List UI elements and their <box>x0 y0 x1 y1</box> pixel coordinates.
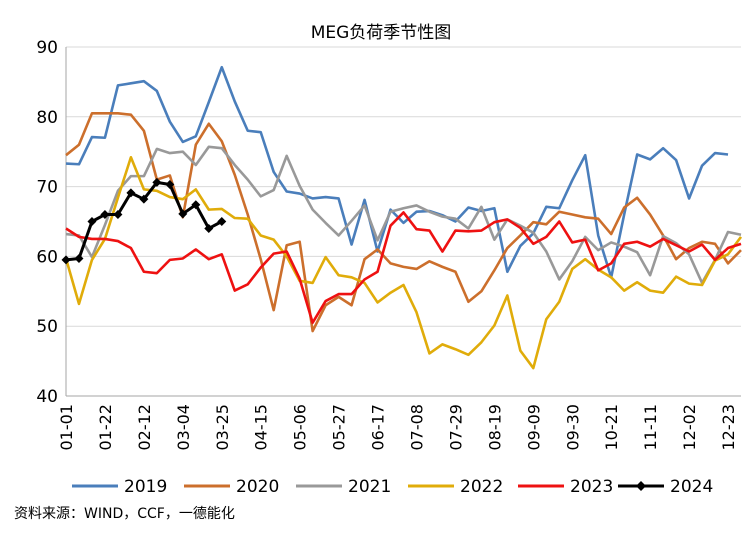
legend: 2019 2020 2021 2022 2023 2024 <box>72 477 713 497</box>
y-tick-label: 60 <box>36 247 58 267</box>
gridlines <box>66 46 741 327</box>
x-tick-label: 12-23 <box>719 404 738 451</box>
y-tick-label: 50 <box>36 317 58 337</box>
legend-label: 2024 <box>670 477 713 497</box>
legend-label: 2020 <box>236 477 279 497</box>
x-tick-label: 09-30 <box>563 404 582 451</box>
x-axis-tick-labels: 01-01 01-22 02-12 03-04 03-25 04-15 05-06 05-27… <box>57 404 738 451</box>
data-point-2024 <box>61 255 71 265</box>
series-line-2021 <box>65 145 742 285</box>
x-tick-label: 05-27 <box>330 404 349 451</box>
x-tick-label: 03-25 <box>213 404 232 451</box>
data-point-2024 <box>126 188 136 198</box>
source-note: 资料来源：WIND，CCF，一德能化 <box>14 506 235 522</box>
series-line-2022 <box>64 155 743 370</box>
data-point-2024 <box>139 194 149 204</box>
legend-label: 2022 <box>460 477 503 497</box>
legend-label: 2021 <box>348 477 391 497</box>
data-point-2024 <box>178 209 188 219</box>
x-tick-label: 07-08 <box>407 404 426 451</box>
legend-label: 2019 <box>124 477 167 497</box>
series-lines <box>61 65 743 370</box>
y-tick-label: 40 <box>36 387 58 407</box>
data-point-2024 <box>204 223 214 233</box>
data-point-2024 <box>87 217 97 226</box>
data-point-2024 <box>100 210 110 220</box>
chart-title: MEG负荷季节性图 <box>311 23 452 43</box>
legend-marker-2024 <box>636 481 646 491</box>
x-tick-label: 10-21 <box>602 404 621 451</box>
x-tick-label: 02-12 <box>135 404 154 451</box>
y-tick-label: 90 <box>36 38 58 58</box>
data-point-2024 <box>217 217 227 226</box>
x-tick-label: 01-22 <box>96 404 115 451</box>
series-line-2019 <box>65 65 729 279</box>
y-tick-label: 80 <box>36 108 58 128</box>
x-tick-label: 11-11 <box>641 404 660 451</box>
legend-label: 2023 <box>570 477 613 497</box>
y-axis-tick-labels: 40 50 60 70 80 90 <box>36 38 58 407</box>
data-point-2024 <box>165 180 175 190</box>
data-point-2024 <box>191 200 201 210</box>
x-tick-label: 05-06 <box>291 404 310 451</box>
x-tick-label: 06-17 <box>369 404 388 451</box>
series-line-2023 <box>65 211 742 325</box>
data-point-2024 <box>74 253 84 263</box>
x-tick-label: 08-19 <box>485 404 504 451</box>
x-tick-label: 03-04 <box>174 404 193 451</box>
data-point-2024 <box>152 177 162 187</box>
x-tick-label: 07-29 <box>446 404 465 451</box>
x-tick-label: 01-01 <box>57 404 76 451</box>
x-tick-label: 04-15 <box>252 404 271 451</box>
data-point-2024 <box>113 210 123 220</box>
x-tick-label: 09-09 <box>524 404 543 451</box>
y-tick-label: 70 <box>36 178 58 198</box>
axes <box>65 47 741 397</box>
x-tick-label: 12-02 <box>680 404 699 451</box>
